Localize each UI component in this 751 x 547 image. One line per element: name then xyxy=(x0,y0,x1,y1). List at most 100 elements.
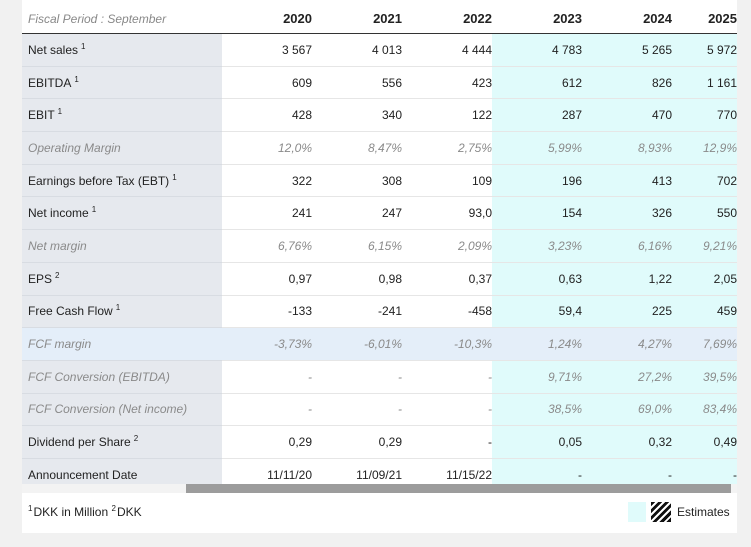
value-cell: 122 xyxy=(402,98,492,133)
estimate-cell: 4 783 xyxy=(492,33,582,67)
year-header: 2021 xyxy=(312,4,402,34)
value-cell: 3 567 xyxy=(222,33,312,67)
fiscal-period-label: Fiscal Period : September xyxy=(22,4,222,34)
estimate-cell: 9,21% xyxy=(672,229,737,263)
estimate-cell: 0,49 xyxy=(672,425,737,459)
value-cell: 322 xyxy=(222,164,312,198)
row-label-text: Net margin xyxy=(28,238,87,253)
legend-label: Estimates xyxy=(677,505,730,519)
estimate-cell: 4,27% xyxy=(582,327,672,361)
value-cell: - xyxy=(402,360,492,394)
value-cell: 93,0 xyxy=(402,196,492,231)
footnote-marker: 1 xyxy=(81,41,86,51)
value-cell: 556 xyxy=(312,66,402,100)
table-row: Net sales 1 3 567 4 013 4 444 4 783 5 265 5 972 xyxy=(22,33,737,67)
footnote-marker: 1 xyxy=(115,303,121,313)
row-label: FCF Conversion (EBITDA) xyxy=(22,360,222,394)
estimate-cell: 39,5% xyxy=(672,360,737,394)
estimate-cell: 0,63 xyxy=(492,262,582,296)
value-cell: 0,98 xyxy=(312,262,402,296)
row-label-text: Net income xyxy=(28,206,89,221)
hatch-pattern-icon xyxy=(651,502,671,522)
year-header: 2023 xyxy=(492,4,582,34)
estimate-cell: 550 xyxy=(672,196,737,231)
table-row: FCF Conversion (EBITDA) - - -9,71% 27,2% 39,5… xyxy=(22,360,737,394)
row-label-text: Announcement Date xyxy=(28,467,138,482)
estimate-cell: 5,99% xyxy=(492,131,582,165)
estimate-cell: 826 xyxy=(582,66,672,100)
value-cell: 2,09% xyxy=(402,229,492,263)
footnote-marker: 2 xyxy=(133,434,139,444)
year-header: 2024 xyxy=(582,4,672,34)
year-header: 2020 xyxy=(222,4,312,34)
value-cell: -133 xyxy=(222,295,312,329)
value-cell: 6,15% xyxy=(312,229,402,263)
estimate-cell: 326 xyxy=(582,196,672,231)
row-label-text: Dividend per Share xyxy=(28,435,131,450)
table-header-row: Fiscal Period : September 2020 2021 2022… xyxy=(22,4,737,34)
row-label-text: Operating Margin xyxy=(28,140,121,155)
estimate-cell: 5 265 xyxy=(582,33,672,67)
estimate-cell: 225 xyxy=(582,295,672,329)
value-cell: - xyxy=(222,360,312,394)
row-label-text: FCF margin xyxy=(28,337,92,352)
table-row: Net income 1 241 247 93,0 154 326 550 xyxy=(22,196,737,231)
footnote-marker: 1 xyxy=(28,504,33,513)
estimate-cell: 459 xyxy=(672,295,737,329)
estimate-cell: 12,9% xyxy=(672,131,737,165)
value-cell: 4 444 xyxy=(402,33,492,67)
row-label-text: EBIT xyxy=(28,108,55,123)
value-cell: 0,29 xyxy=(312,425,402,459)
estimate-cell: 1,24% xyxy=(492,327,582,361)
value-cell: -458 xyxy=(402,295,492,329)
value-cell: -241 xyxy=(312,295,402,329)
estimate-cell: 612 xyxy=(492,66,582,100)
estimate-cell: 154 xyxy=(492,196,582,231)
row-label: FCF margin xyxy=(22,327,222,361)
estimate-cell: 59,4 xyxy=(492,295,582,329)
estimate-cell: 1,22 xyxy=(582,262,672,296)
value-cell: 0,29 xyxy=(222,425,312,459)
table-row: Free Cash Flow 1 -133 -241 -458 59,4 225 459 xyxy=(22,295,737,329)
row-label-text: FCF Conversion (EBITDA) xyxy=(28,369,170,384)
table-row: Operating Margin 12,0% 8,47% 2,75% 5,99% 8,93… xyxy=(22,131,737,165)
table-row: Earnings before Tax (EBT) 1 322 308 109 196 41… xyxy=(22,164,737,198)
value-cell: 2,75% xyxy=(402,131,492,165)
estimate-cell: 1 161 xyxy=(672,66,737,100)
estimate-cell: 6,16% xyxy=(582,229,672,263)
estimate-cell: 0,32 xyxy=(582,425,672,459)
value-cell: 109 xyxy=(402,164,492,198)
estimate-cell: 413 xyxy=(582,164,672,198)
footnote-text: DKK in Million xyxy=(33,505,109,519)
estimate-color-swatch xyxy=(628,502,646,522)
row-label: Free Cash Flow 1 xyxy=(22,295,222,329)
estimate-cell: 5 972 xyxy=(672,33,737,67)
row-label-text: EPS xyxy=(28,271,53,286)
row-label: Earnings before Tax (EBT) 1 xyxy=(22,164,222,198)
value-cell: 428 xyxy=(222,98,312,133)
value-cell: - xyxy=(402,393,492,427)
value-cell: 247 xyxy=(312,196,402,231)
estimate-cell: 196 xyxy=(492,164,582,198)
value-cell: - xyxy=(312,393,402,427)
value-cell: -6,01% xyxy=(312,327,402,361)
scrollbar-thumb[interactable] xyxy=(186,484,731,493)
value-cell: -10,3% xyxy=(402,327,492,361)
row-label: Operating Margin xyxy=(22,131,222,165)
table-row: EPS 2 0,97 0,98 0,37 0,63 1,22 2,05 xyxy=(22,262,737,296)
estimate-cell: 9,71% xyxy=(492,360,582,394)
table-row: EBIT 1 428 340 122 287 470 770 xyxy=(22,98,737,133)
estimate-cell: 83,4% xyxy=(672,393,737,427)
row-label-text: Earnings before Tax (EBT) xyxy=(28,173,170,188)
estimate-cell: 27,2% xyxy=(582,360,672,394)
value-cell: 6,76% xyxy=(222,229,312,263)
estimate-cell: 287 xyxy=(492,98,582,133)
footnote-marker: 1 xyxy=(74,74,79,84)
value-cell: 0,37 xyxy=(402,262,492,296)
estimate-cell: 38,5% xyxy=(492,393,582,427)
horizontal-scrollbar[interactable] xyxy=(22,484,737,493)
row-label: Net income 1 xyxy=(22,196,222,231)
value-cell: -3,73% xyxy=(222,327,312,361)
value-cell: 423 xyxy=(402,66,492,100)
value-cell: 8,47% xyxy=(312,131,402,165)
